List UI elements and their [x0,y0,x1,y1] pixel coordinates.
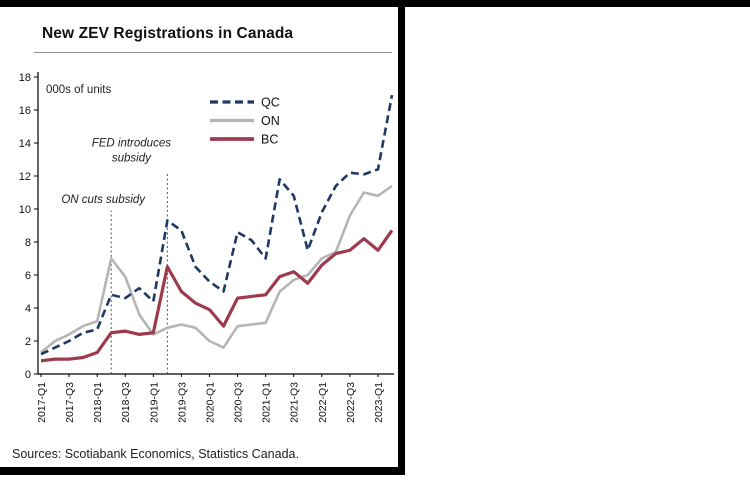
chart-title: New ZEV Registrations in Canada [42,25,294,42]
series-line-ON [40,184,393,354]
x-tick-label: 2017-Q1 [36,382,48,423]
y-tick-label: 6 [25,270,31,282]
x-tick-label: 2018-Q3 [120,382,132,423]
y-tick-label: 12 [19,171,31,183]
x-tick-label: 2022-Q1 [317,382,329,423]
annotation-label: ON cuts subsidy [61,194,146,206]
y-tick-label: 2 [25,336,31,348]
x-tick-label: 2018-Q1 [92,382,104,423]
x-tick-label: 2021-Q3 [289,382,301,423]
legend-label-BC: BC [261,133,278,147]
x-tick-label: 2022-Q3 [345,382,357,423]
zev-line-chart: 0 2 4 6 8 10 12 14 16 18 2017-Q1 2017-Q3 2018-Q1 2018… [19,72,394,423]
y-tick-label: 14 [19,138,31,150]
x-tick-label: 2019-Q1 [148,382,160,423]
x-tick-label: 2021-Q1 [261,382,273,423]
x-tick-label: 2023-Q1 [373,382,385,423]
x-tick-label: 2020-Q1 [204,382,216,423]
x-tick-label: 2017-Q3 [64,382,76,423]
y-tick-label: 4 [25,303,31,315]
series-line-QC [40,94,394,356]
x-tick-label: 2020-Q3 [233,382,245,423]
top-black-bar [0,0,750,7]
annotation-label: subsidy [112,152,152,164]
title-rule [34,52,392,53]
unit-label: 000s of units [46,84,111,96]
y-tick-label: 0 [25,369,31,381]
annotation-label: FED introduces [92,137,172,149]
legend-label-QC: QC [261,96,280,110]
series-line-BC [40,229,394,363]
y-tick-label: 18 [19,72,31,84]
y-tick-label: 10 [19,204,31,216]
y-tick-label: 16 [19,105,31,117]
legend-label-ON: ON [261,114,280,128]
sources-note: Sources: Scotiabank Economics, Statistic… [12,447,299,461]
chart-panel: New ZEV Registrations in Canada 0 2 4 6 8 10 1… [0,7,405,475]
x-tick-label: 2019-Q3 [176,382,188,423]
y-tick-label: 8 [25,237,31,249]
